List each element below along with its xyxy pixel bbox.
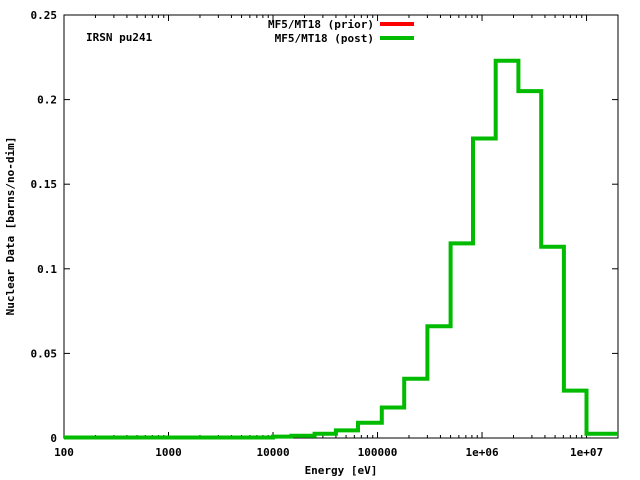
x-tick-label: 10000 [256,446,289,459]
y-tick-label: 0.1 [37,263,57,276]
y-tick-label: 0.2 [37,94,57,107]
legend-label: MF5/MT18 (prior) [268,18,374,31]
x-tick-label: 100 [54,446,74,459]
x-tick-label: 100000 [358,446,398,459]
annotation-label: IRSN pu241 [86,31,153,44]
axis-tick-labels: 0 0.05 0.1 0.15 0.2 0.25 100 1000 10000 100000 1e+… [31,9,604,459]
legend: MF5/MT18 (prior)MF5/MT18 (post) [268,18,414,45]
x-tick-label: 1e+07 [570,446,603,459]
axis-ticks [63,14,618,439]
y-tick-label: 0.25 [31,9,58,22]
y-tick-label: 0.15 [31,178,58,191]
x-tick-label: 1000 [155,446,182,459]
legend-label: MF5/MT18 (post) [275,32,374,45]
series-layer [64,58,618,440]
y-axis-label: Nuclear Data [barns/no-dim] [4,137,17,316]
y-tick-label: 0.05 [31,347,58,360]
series-line-1 [64,58,618,440]
x-axis-label: Energy [eV] [305,464,378,477]
x-tick-label: 1e+06 [465,446,498,459]
plot-frame [63,14,619,439]
y-tick-label: 0 [50,432,57,445]
